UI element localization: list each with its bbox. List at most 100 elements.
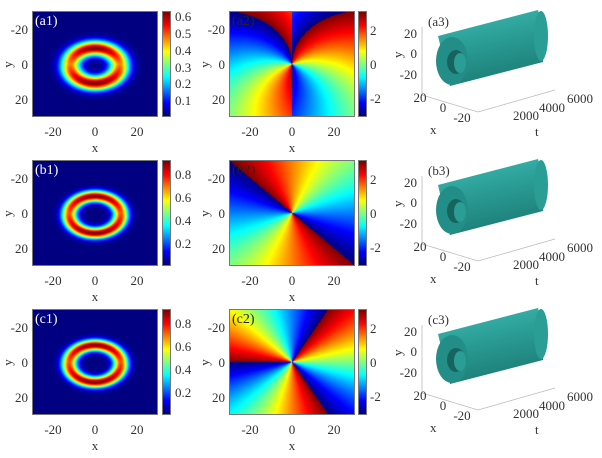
phase-plot-a2 (229, 11, 355, 117)
t-tick-label: 4000 (539, 249, 565, 264)
x-tick-label: 20 (414, 90, 427, 105)
y-axis-label: y (196, 210, 212, 217)
colorbar-tick-label: 0.6 (175, 338, 192, 354)
t-tick-label: 6000 (567, 91, 593, 106)
x-tick-label: 20 (130, 124, 144, 139)
cylinder-inner-wall (454, 202, 466, 222)
colorbar-tick-label: 0.4 (175, 212, 192, 228)
y-tick-label: -20 (400, 67, 417, 82)
x-axis-label: x (430, 420, 437, 435)
panel-label: (c2) (232, 312, 255, 327)
x-tick-label: 0 (288, 124, 296, 139)
y-tick-label: 20 (15, 92, 28, 108)
t-tick-label: 4000 (539, 100, 565, 115)
x-tick-label: 0 (440, 249, 447, 264)
panel-label: (a1) (35, 14, 58, 29)
colorbar (358, 309, 367, 415)
y-tick-label: 20 (404, 324, 417, 339)
heatmap-image (163, 161, 170, 265)
x-tick-label: 0 (91, 422, 99, 437)
y-axis-label: y (196, 61, 212, 68)
y-tick-label: -20 (400, 365, 417, 380)
amplitude-plot-b1 (32, 160, 158, 266)
y-tick-label: 0 (218, 355, 226, 370)
colorbar-tick-label: 0.4 (175, 361, 192, 377)
colorbar-tick-label: 0 (370, 57, 377, 72)
y-tick-label: 20 (212, 241, 225, 257)
colorbar-tick-label: 0 (370, 355, 377, 370)
y-tick-label: 20 (15, 241, 28, 257)
colorbar-tick-label: 0.1 (175, 93, 192, 109)
x-tick-label: 0 (440, 100, 447, 115)
x-tick-label: 0 (288, 422, 296, 437)
axis-lines (421, 27, 556, 113)
t-tick-label: 6000 (567, 389, 593, 404)
x-axis-label: x (91, 140, 99, 155)
y-tick-label: -20 (10, 319, 28, 335)
x-tick-label: -20 (44, 422, 62, 437)
colorbar (358, 160, 367, 266)
x-axis-label: x (288, 289, 296, 304)
t-axis-label: t (535, 273, 539, 288)
x-tick-label: -20 (453, 110, 470, 125)
x-axis-label: x (430, 122, 437, 137)
amplitude-plot-a1 (32, 11, 158, 117)
cylinder-back-cap (534, 309, 548, 359)
colorbar (162, 309, 171, 415)
colorbar-tick-label: 2 (370, 172, 377, 188)
cylinder-back-cap (534, 11, 548, 61)
y-axis-label: y (0, 210, 15, 217)
x-tick-label: 20 (327, 124, 341, 139)
x-tick-label: -20 (241, 422, 259, 437)
y-tick-label: 0 (21, 355, 29, 370)
x-tick-label: -20 (453, 259, 470, 274)
colorbar-tick-label: 0 (370, 206, 377, 221)
heatmap-image (359, 310, 366, 414)
heatmap-image (230, 310, 354, 414)
x-axis-label: x (430, 271, 437, 286)
x-axis-label: x (91, 289, 99, 304)
t-tick-label: 6000 (567, 240, 593, 255)
x-tick-label: 20 (130, 422, 144, 437)
colorbar (162, 160, 171, 266)
amplitude-plot-c1 (32, 309, 158, 415)
heatmap-image (359, 12, 366, 116)
y-tick-label: 20 (212, 92, 225, 108)
y-axis-label: y (390, 200, 405, 207)
x-tick-label: 20 (327, 422, 341, 437)
colorbar-tick-label: 0.2 (175, 76, 192, 92)
y-tick-label: -20 (10, 21, 28, 37)
y-tick-label: -20 (207, 170, 225, 186)
t-tick-label: 2000 (513, 257, 539, 272)
x-tick-label: 0 (288, 273, 296, 288)
heatmap-image (33, 161, 157, 265)
x-tick-label: 0 (440, 398, 447, 413)
y-tick-label: 0 (218, 57, 226, 72)
panel-label: (c1) (35, 312, 58, 327)
x-tick-label: -20 (453, 408, 470, 423)
y-tick-label: -20 (400, 216, 417, 231)
colorbar-tick-label: 0.2 (175, 235, 192, 251)
y-tick-label: 20 (15, 390, 28, 406)
x-tick-label: 20 (414, 239, 427, 254)
y-tick-label: 0 (21, 206, 29, 221)
phase-plot-b2 (229, 160, 355, 266)
y-axis-label: y (196, 359, 212, 366)
x-tick-label: 0 (91, 273, 99, 288)
panel-label: (c3) (428, 312, 449, 327)
axis-lines (421, 325, 556, 411)
panel-label: (b2) (232, 163, 256, 178)
x-tick-label: -20 (241, 273, 259, 288)
t-tick-label: 4000 (539, 398, 565, 413)
cylinder-inner-wall (454, 53, 466, 73)
heatmap-image (230, 161, 354, 265)
x-tick-label: -20 (241, 124, 259, 139)
x-tick-label: 20 (414, 388, 427, 403)
y-axis-label: y (390, 51, 405, 58)
colorbar-tick-label: 2 (370, 23, 377, 39)
colorbar-tick-label: -2 (370, 90, 381, 106)
